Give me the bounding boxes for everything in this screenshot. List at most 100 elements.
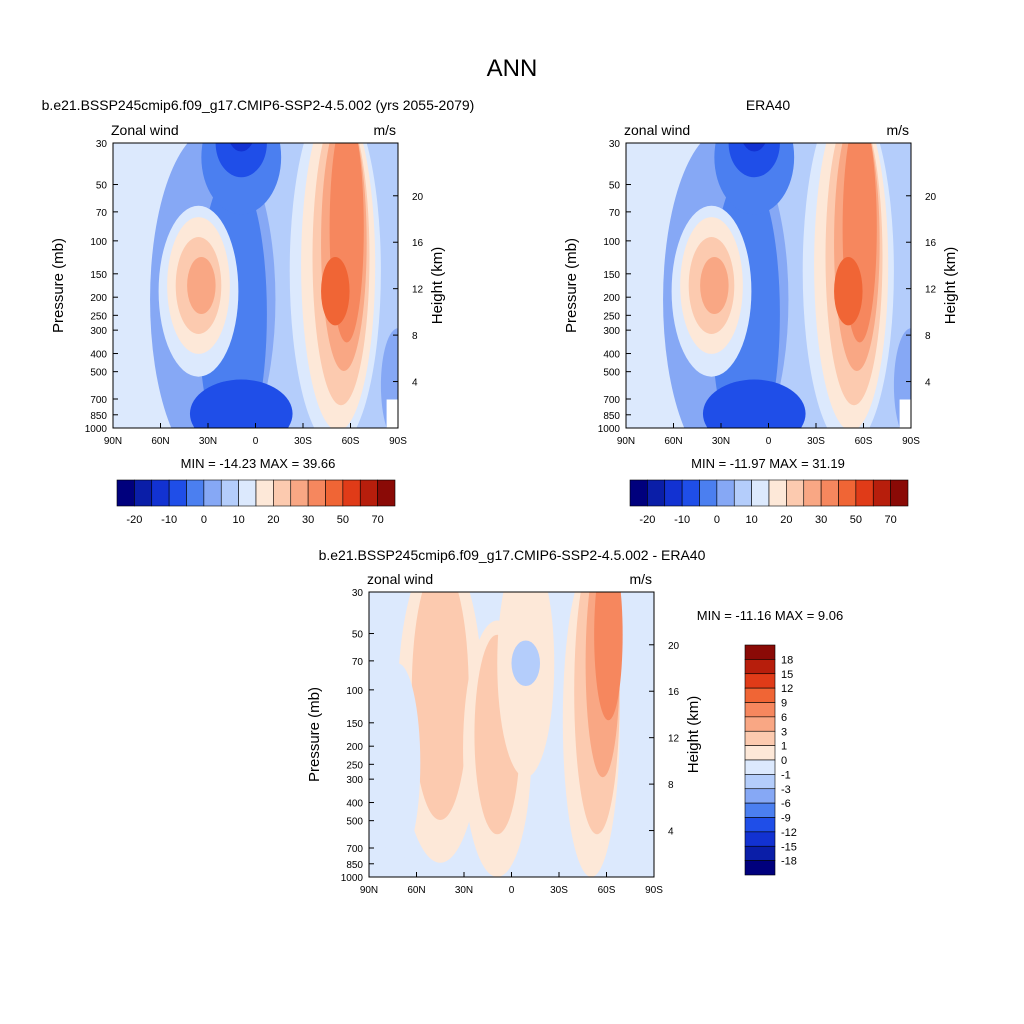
colorbar-label: 0 <box>201 514 207 526</box>
colorbar-label: 12 <box>781 683 793 695</box>
y-tick-label: 300 <box>346 775 363 786</box>
colorbar-cell <box>203 479 222 507</box>
colorbar-label: -10 <box>674 514 690 526</box>
x-tick-label: 60N <box>151 436 169 447</box>
colorbar-cell <box>255 479 274 507</box>
y2-tick-label: 4 <box>925 378 931 389</box>
y-tick-label: 400 <box>603 350 620 361</box>
colorbar-cell <box>820 479 839 507</box>
x-tick-label: 30S <box>550 885 568 896</box>
y-axis-label: Pressure (mb) <box>563 238 580 333</box>
contour-region <box>386 399 398 428</box>
colorbar-cell <box>744 817 776 833</box>
y-tick-label: 30 <box>352 588 364 599</box>
colorbar-cell <box>855 479 874 507</box>
x-tick-label: 90S <box>389 436 407 447</box>
y2-tick-label: 20 <box>412 192 424 203</box>
colorbar-cell <box>744 702 776 718</box>
y-tick-label: 150 <box>90 270 107 281</box>
colorbar-label: 50 <box>337 514 349 526</box>
contour-region <box>743 143 766 152</box>
contour-field <box>369 592 654 877</box>
y-tick-label: 30 <box>96 139 108 150</box>
y2-tick-label: 12 <box>668 734 680 745</box>
y-tick-label: 300 <box>90 326 107 337</box>
colorbar-cell <box>238 479 257 507</box>
y-tick-label: 150 <box>346 719 363 730</box>
y-tick-label: 700 <box>603 395 620 406</box>
x-tick-label: 30N <box>712 436 730 447</box>
contour-region <box>215 143 267 178</box>
colorbar-cell <box>716 479 735 507</box>
colorbar-label: -15 <box>781 841 797 853</box>
colorbar-cell <box>803 479 822 507</box>
y-tick-label: 50 <box>609 181 621 192</box>
colorbar-cell <box>744 788 776 804</box>
colorbar-cell <box>744 687 776 703</box>
contour-region <box>411 592 469 820</box>
colorbar-cell <box>647 479 666 507</box>
y-tick-label: 400 <box>346 799 363 810</box>
colorbar-cell <box>359 479 378 507</box>
colorbar-cell <box>377 479 396 507</box>
y2-tick-label: 8 <box>668 780 674 791</box>
x-tick-label: 60N <box>407 885 425 896</box>
y-tick-label: 100 <box>90 237 107 248</box>
y-tick-label: 500 <box>346 817 363 828</box>
x-tick-label: 90N <box>617 436 635 447</box>
y-tick-label: 70 <box>352 657 364 668</box>
x-tick-label: 30N <box>455 885 473 896</box>
y-tick-label: 1000 <box>598 424 621 435</box>
y2-tick-label: 4 <box>668 827 674 838</box>
colorbar-cell <box>744 673 776 689</box>
colorbar-label: 9 <box>781 698 787 710</box>
colorbar-label: 70 <box>372 514 384 526</box>
y-tick-label: 50 <box>352 630 364 641</box>
y-tick-label: 100 <box>346 686 363 697</box>
contour-region <box>374 663 421 863</box>
y2-tick-label: 16 <box>668 687 680 698</box>
x-tick-label: 90N <box>104 436 122 447</box>
y-axis-label: Pressure (mb) <box>50 238 67 333</box>
y-tick-label: 1000 <box>85 424 108 435</box>
contour-region <box>187 257 216 314</box>
x-tick-label: 30S <box>807 436 825 447</box>
colorbar-cell <box>116 479 135 507</box>
main-title: ANN <box>487 55 538 82</box>
x-tick-label: 30S <box>294 436 312 447</box>
contour-region <box>189 379 293 428</box>
colorbar-label: 0 <box>714 514 720 526</box>
y2-tick-label: 16 <box>412 238 424 249</box>
colorbar-cell <box>768 479 787 507</box>
colorbar-cell <box>890 479 909 507</box>
panel-units-label: m/s <box>629 571 652 587</box>
y-tick-label: 100 <box>603 237 620 248</box>
y-tick-label: 700 <box>346 844 363 855</box>
colorbar-cell <box>744 644 776 660</box>
colorbar-cell <box>290 479 309 507</box>
colorbar-cell <box>744 745 776 761</box>
colorbar-label: -9 <box>781 813 791 825</box>
colorbar-label: -3 <box>781 784 791 796</box>
y-tick-label: 200 <box>603 293 620 304</box>
x-tick-label: 60N <box>664 436 682 447</box>
panel-title: b.e21.BSSP245cmip6.f09_g17.CMIP6-SSP2-4.… <box>42 97 475 113</box>
colorbar-label: 0 <box>781 755 787 767</box>
colorbar-cell <box>134 479 153 507</box>
contour-region <box>511 640 540 687</box>
y-tick-label: 850 <box>346 860 363 871</box>
y2-axis-label: Height (km) <box>942 247 959 325</box>
x-tick-label: 90N <box>360 885 378 896</box>
panel-left-label: zonal wind <box>624 122 690 138</box>
colorbar-label: 10 <box>233 514 245 526</box>
panel-left-label: zonal wind <box>367 571 433 587</box>
y2-tick-label: 4 <box>412 378 418 389</box>
y2-axis-label: Height (km) <box>685 696 702 774</box>
colorbar-label: 30 <box>302 514 314 526</box>
colorbar-cell <box>744 845 776 861</box>
y-tick-label: 1000 <box>341 873 364 884</box>
contour-region <box>700 257 729 314</box>
y-tick-label: 250 <box>90 311 107 322</box>
contour-field <box>626 143 911 428</box>
panel-left-label: Zonal wind <box>111 122 179 138</box>
